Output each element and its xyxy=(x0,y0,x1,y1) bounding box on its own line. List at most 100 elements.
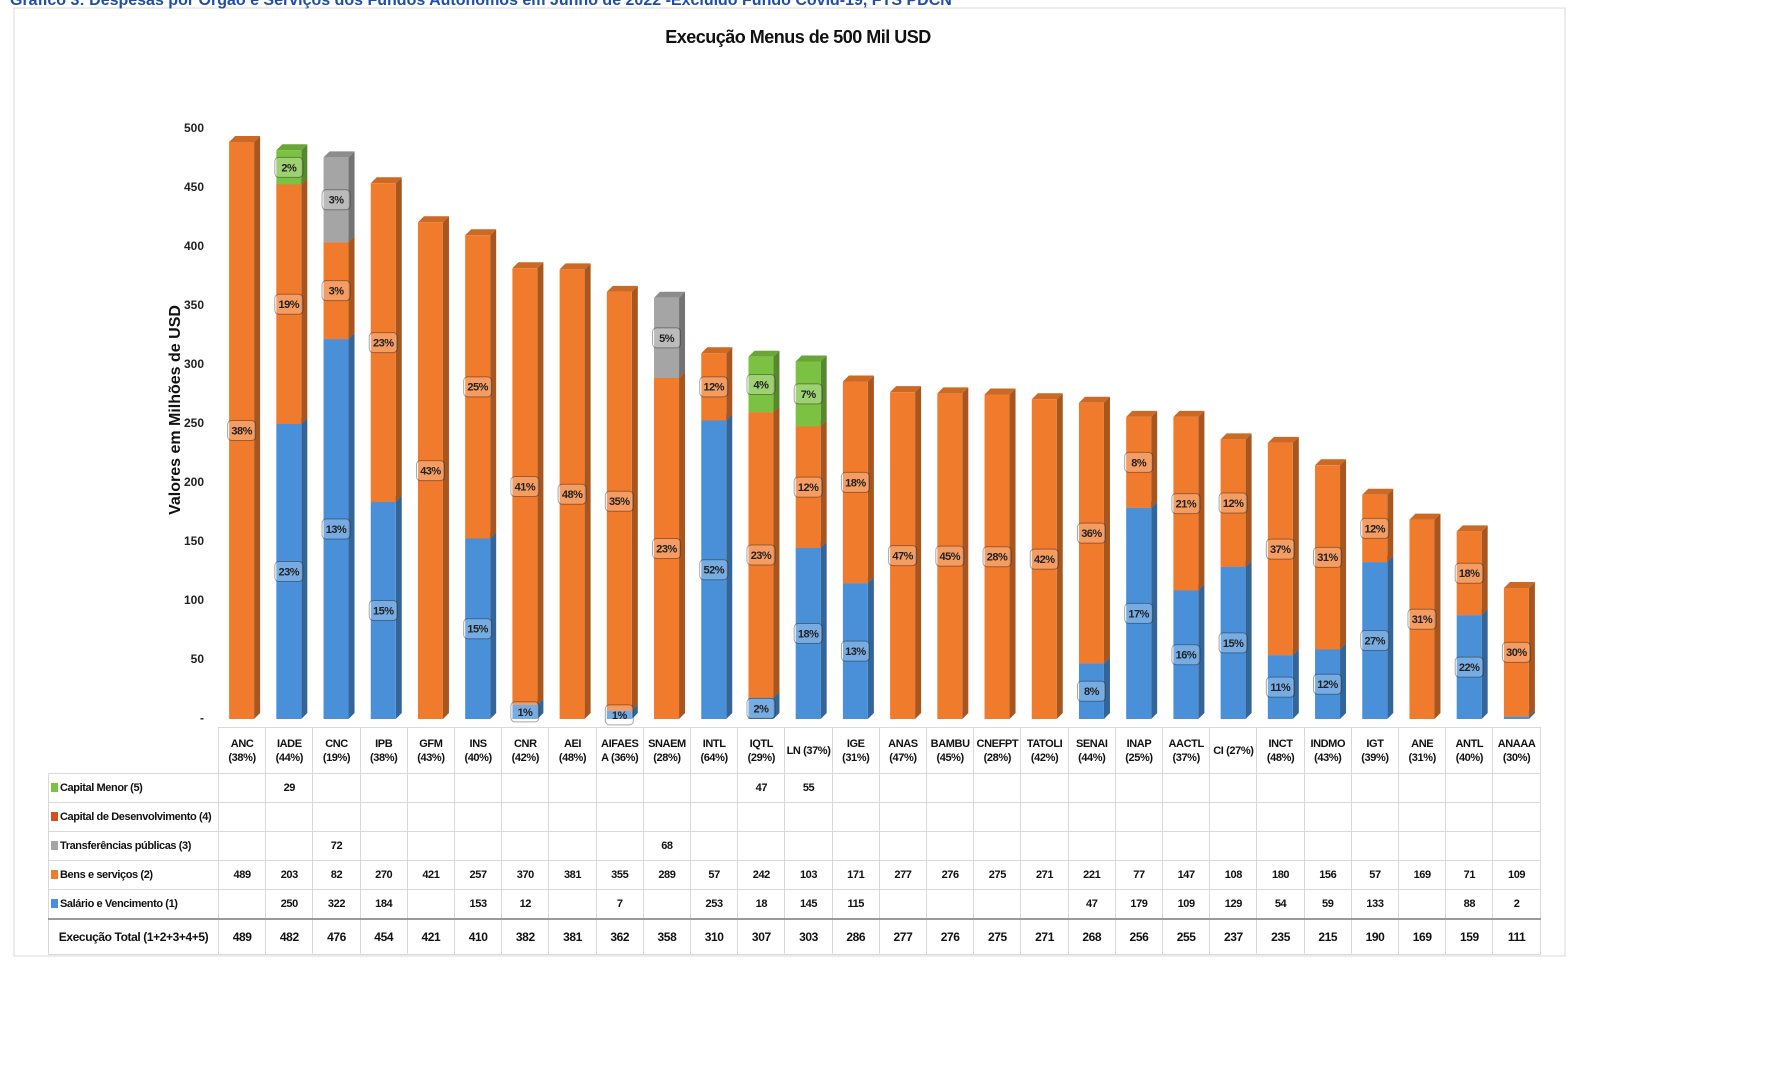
table-cell: 180 xyxy=(1256,860,1305,890)
table-cell xyxy=(548,773,597,803)
data-label: 31% xyxy=(1317,552,1338,564)
bar xyxy=(842,381,868,584)
bar xyxy=(229,141,255,720)
table-cell: 29 xyxy=(265,773,314,803)
bar xyxy=(370,501,396,719)
data-label: 3% xyxy=(329,286,345,298)
bar-top xyxy=(370,177,402,184)
table-cell xyxy=(1398,831,1447,861)
data-label-box xyxy=(1313,546,1343,568)
y-tick-label: 200 xyxy=(184,475,204,489)
total-cell: 276 xyxy=(926,918,975,955)
data-label: 18% xyxy=(798,628,819,640)
table-cell xyxy=(1067,773,1116,803)
bar xyxy=(654,377,680,719)
y-tick-label: 50 xyxy=(191,652,205,666)
table-cell xyxy=(878,889,928,920)
bar xyxy=(748,412,774,698)
data-label-box xyxy=(321,518,351,540)
data-label: 17% xyxy=(1128,608,1149,620)
total-cell: 382 xyxy=(501,918,550,955)
table-cell: 54 xyxy=(1256,889,1305,920)
bar xyxy=(654,297,680,378)
bar xyxy=(465,538,491,719)
table-cell xyxy=(973,773,1022,803)
table-cell xyxy=(642,889,692,920)
data-label: 12% xyxy=(798,482,819,494)
data-label: 23% xyxy=(656,543,677,555)
data-label: 41% xyxy=(515,481,536,493)
bar xyxy=(1409,519,1435,719)
bar-top xyxy=(1409,513,1441,520)
data-label-box xyxy=(1360,517,1390,539)
header-row: ANC (38%) IADE (44%) CNC (19%) IPB (38%) GFM… xyxy=(49,727,1541,774)
bar-side xyxy=(1151,410,1158,508)
bar-side xyxy=(1340,459,1347,650)
table-cell xyxy=(501,802,550,832)
bar xyxy=(606,291,632,711)
bar-side xyxy=(867,577,874,719)
bar-side xyxy=(490,532,497,719)
bar-side xyxy=(1292,436,1299,656)
bar-top xyxy=(654,291,686,298)
table-cell xyxy=(454,773,503,803)
bar-top xyxy=(842,375,874,382)
bar xyxy=(512,268,538,705)
table-cell: 82 xyxy=(312,860,361,890)
bar-side xyxy=(537,262,544,705)
data-label: 3% xyxy=(329,195,345,207)
table-cell: 179 xyxy=(1114,889,1164,920)
table-cell: 47 xyxy=(737,773,786,803)
table-cell xyxy=(1398,773,1447,803)
x-tick-label: GFM (43%) xyxy=(406,727,456,774)
table-cell: 489 xyxy=(217,860,267,890)
table-cell xyxy=(217,889,267,920)
total-cell: 286 xyxy=(831,918,880,955)
bar xyxy=(1362,562,1388,719)
data-label-box xyxy=(888,545,918,567)
data-label: 31% xyxy=(1412,614,1433,626)
data-label: 12% xyxy=(703,382,724,394)
bar-side xyxy=(348,151,355,243)
table-cell: 57 xyxy=(1350,860,1400,890)
page-header: Gráfico 3: Despesas por Órgão e Serviços… xyxy=(10,0,952,9)
bar-side xyxy=(301,178,308,424)
table-cell xyxy=(926,889,975,920)
bar-side xyxy=(1481,609,1488,719)
table-cell xyxy=(642,773,692,803)
table-cell xyxy=(1162,802,1211,832)
table-cell: 169 xyxy=(1398,860,1447,890)
bar xyxy=(276,184,302,424)
bar-side xyxy=(395,177,402,502)
bar-side xyxy=(490,229,497,539)
table-cell xyxy=(1445,802,1494,832)
table-cell xyxy=(1209,773,1258,803)
bar xyxy=(1362,494,1388,563)
bar-side xyxy=(1528,710,1535,719)
data-label: 2% xyxy=(281,162,297,174)
table-cell xyxy=(1067,802,1116,832)
data-table: ANC (38%) IADE (44%) CNC (19%) IPB (38%) GFM… xyxy=(48,727,1541,955)
y-tick-label: 350 xyxy=(184,298,204,312)
data-label: 16% xyxy=(1176,650,1197,662)
data-label: 15% xyxy=(467,624,488,636)
table-cell xyxy=(784,802,833,832)
data-label-box xyxy=(699,559,729,581)
data-label-box xyxy=(699,376,729,398)
table-cell xyxy=(690,802,739,832)
data-label-box xyxy=(1501,641,1531,663)
bar-side xyxy=(1198,584,1205,719)
data-label-box xyxy=(510,701,540,723)
bar-top xyxy=(748,350,780,357)
table-cell xyxy=(1256,831,1305,861)
total-cell: 237 xyxy=(1209,918,1258,955)
bar-top xyxy=(512,262,544,269)
y-tick-label: 150 xyxy=(184,534,204,548)
total-cell: 421 xyxy=(406,918,456,955)
bar-side xyxy=(773,406,780,698)
table-cell xyxy=(595,831,644,861)
bar-top xyxy=(937,387,969,394)
table-cell xyxy=(501,831,550,861)
bar xyxy=(1220,439,1246,567)
legend-item: Transferências públicas (3) xyxy=(48,831,219,861)
